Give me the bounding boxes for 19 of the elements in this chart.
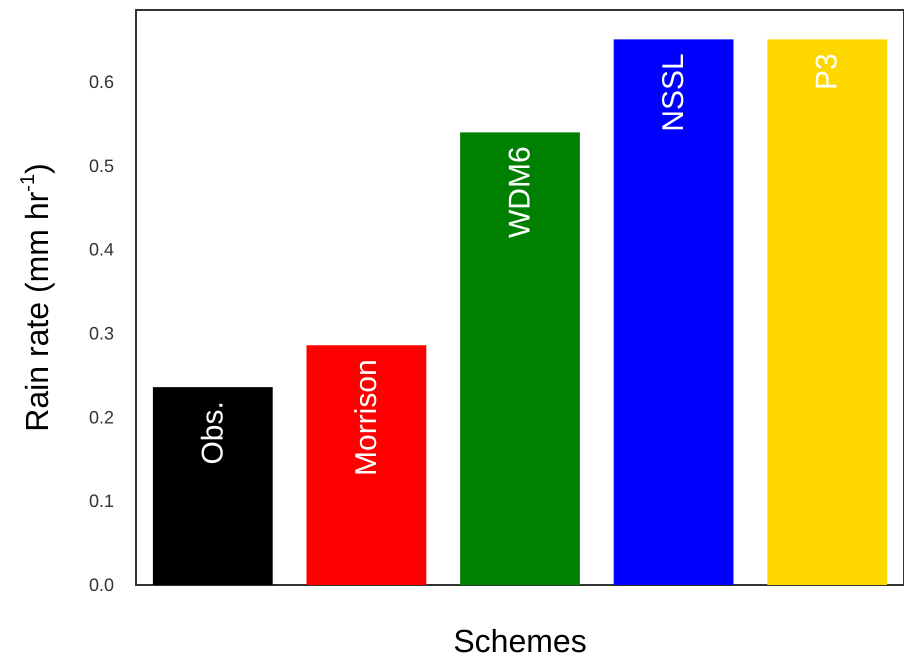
bar	[614, 39, 734, 585]
x-tick-label: P3	[810, 53, 844, 90]
x-tick-label: NSSL	[657, 53, 690, 132]
bar	[152, 387, 273, 585]
x-tick-label: WDM6	[504, 146, 536, 238]
y-tick-label: 0.1	[88, 491, 114, 512]
y-tick-label: 0.3	[88, 324, 114, 344]
y-tick-label: 0.2	[88, 407, 114, 428]
y-tick-label: 0.5	[88, 156, 114, 176]
y-tick-label: 0.4	[88, 240, 114, 260]
bar	[767, 39, 888, 585]
x-axis-title: Schemes	[453, 623, 587, 659]
y-tick-label: 0.0	[88, 575, 114, 595]
bar	[306, 345, 426, 585]
y-tick-label: 0.6	[88, 72, 114, 92]
x-tick-label: Obs.	[196, 401, 230, 465]
x-tick-label: Morrison	[350, 359, 383, 476]
y-axis-title: Rain rate (mm hr-1)	[17, 163, 55, 432]
bar	[460, 132, 580, 585]
